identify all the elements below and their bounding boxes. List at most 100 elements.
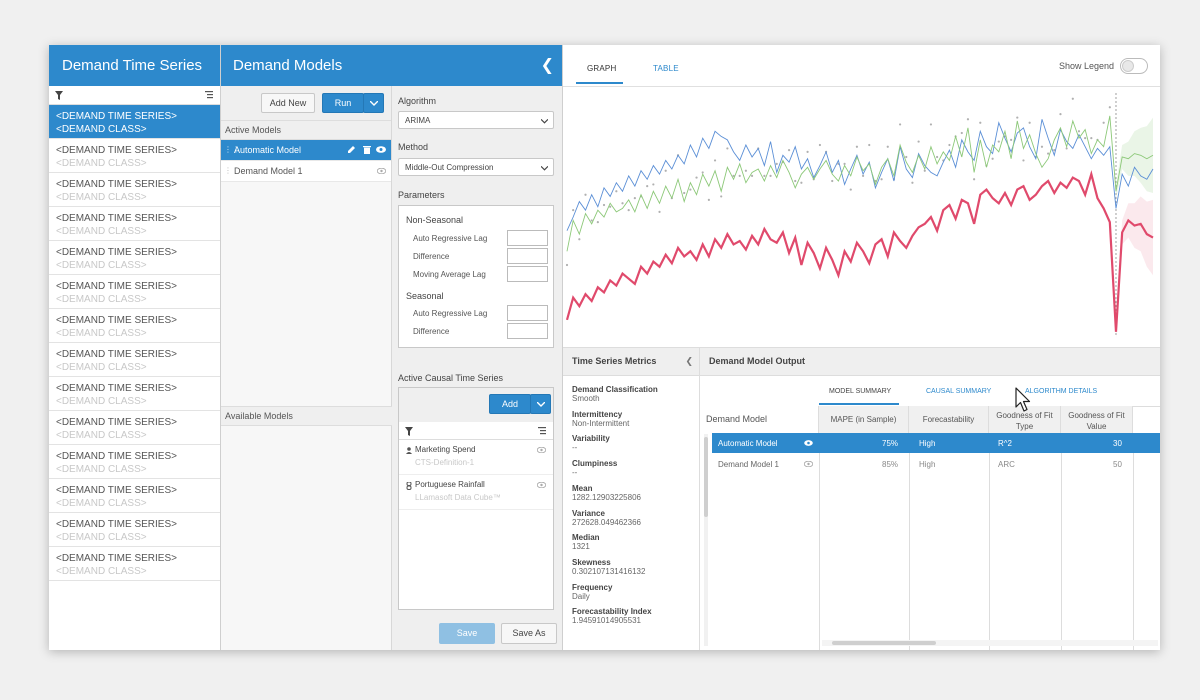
series-line-2: [566, 119, 1154, 231]
actual-point: [652, 183, 655, 186]
subtab-causal-summary[interactable]: CAUSAL SUMMARY: [926, 388, 992, 395]
add-new-button[interactable]: Add New: [261, 93, 315, 113]
subtab-algorithm-details[interactable]: ALGORITHM DETAILS: [1025, 388, 1098, 395]
save-as-button[interactable]: Save As: [501, 623, 557, 644]
non-seasonal-label: Non-Seasonal: [406, 215, 464, 225]
model-name: Demand Model 1: [234, 166, 303, 176]
metric-label: Demand Classification: [572, 385, 658, 394]
eye-icon[interactable]: [537, 482, 546, 488]
tab-table[interactable]: TABLE: [653, 64, 679, 73]
filter-icon[interactable]: [405, 427, 413, 436]
causal-item-source: CTS-Definition-1: [415, 458, 475, 467]
eye-icon[interactable]: [537, 447, 546, 453]
actual-point: [602, 203, 606, 207]
causal-item-rainfall[interactable]: Portuguese Rainfall LLamasoft Data Cube™: [399, 475, 553, 510]
drag-handle-icon[interactable]: ⋮⋮: [224, 145, 240, 154]
time-series-name: <DEMAND TIME SERIES>: [56, 315, 177, 326]
time-series-class: <DEMAND CLASS>: [56, 498, 147, 509]
actual-point: [1010, 138, 1013, 141]
param-seasonal-difference-input[interactable]: [507, 323, 548, 339]
actual-point: [689, 188, 692, 191]
time-series-list-item[interactable]: <DEMAND TIME SERIES> <DEMAND CLASS>: [49, 343, 220, 377]
metric-item: Median 1321: [572, 533, 600, 551]
output-subtabs: MODEL SUMMARY CAUSAL SUMMARY ALGORITHM D…: [700, 376, 1160, 407]
metric-label: Variability: [572, 434, 610, 444]
column-header-fit-value[interactable]: Goodness of Fit Value: [1061, 406, 1133, 433]
time-series-name: <DEMAND TIME SERIES>: [56, 417, 177, 428]
time-series-list-item[interactable]: <DEMAND TIME SERIES> <DEMAND CLASS>: [49, 547, 220, 581]
time-series-name: <DEMAND TIME SERIES>: [56, 519, 177, 530]
collapse-chevron-icon[interactable]: ❮: [685, 356, 693, 366]
time-series-list-item[interactable]: <DEMAND TIME SERIES> <DEMAND CLASS>: [49, 207, 220, 241]
chevron-down-icon: [541, 119, 548, 124]
time-series-list-item[interactable]: <DEMAND TIME SERIES> <DEMAND CLASS>: [49, 479, 220, 513]
param-seasonal-ar-lag-input[interactable]: [507, 305, 548, 321]
metric-label: Forecastability Index: [572, 607, 652, 617]
param-seasonal-difference-label: Difference: [413, 327, 450, 336]
filter-icon[interactable]: [55, 91, 63, 100]
metric-item: Mean 1282.12903225806: [572, 484, 641, 502]
time-series-list-item[interactable]: <DEMAND TIME SERIES> <DEMAND CLASS>: [49, 513, 220, 547]
eye-icon[interactable]: [376, 146, 386, 153]
list-icon[interactable]: [538, 427, 546, 435]
time-series-list-item[interactable]: <DEMAND TIME SERIES> <DEMAND CLASS>: [49, 241, 220, 275]
time-series-list-item[interactable]: <DEMAND TIME SERIES> <DEMAND CLASS>: [49, 173, 220, 207]
tab-graph[interactable]: GRAPH: [587, 64, 617, 73]
actual-point: [1077, 130, 1081, 133]
actual-point: [966, 118, 970, 121]
run-button[interactable]: Run: [322, 93, 364, 113]
eye-icon[interactable]: [804, 461, 813, 467]
actual-point: [806, 150, 809, 153]
time-series-list-item[interactable]: <DEMAND TIME SERIES> <DEMAND CLASS>: [49, 275, 220, 309]
time-series-list-item[interactable]: <DEMAND TIME SERIES> <DEMAND CLASS>: [49, 445, 220, 479]
time-series-class: <DEMAND CLASS>: [56, 192, 147, 203]
causal-add-dropdown[interactable]: [530, 394, 551, 414]
vertical-scrollbar[interactable]: [704, 434, 708, 646]
table-row[interactable]: [712, 433, 1160, 453]
param-ar-lag-input[interactable]: [507, 230, 548, 246]
causal-add-button[interactable]: Add: [489, 394, 531, 414]
causal-item-marketing[interactable]: Marketing Spend CTS-Definition-1: [399, 440, 553, 475]
time-series-name: <DEMAND TIME SERIES>: [56, 213, 177, 224]
column-header-model[interactable]: Demand Model: [700, 406, 819, 433]
time-series-list-item[interactable]: <DEMAND TIME SERIES> <DEMAND CLASS>: [49, 377, 220, 411]
column-divider: [819, 433, 820, 650]
metric-label: Clumpiness: [572, 459, 618, 469]
show-legend-toggle[interactable]: [1120, 58, 1148, 74]
column-header-mape[interactable]: MAPE (in Sample): [819, 406, 909, 433]
model-row-automatic[interactable]: ⋮⋮ Automatic Model: [221, 140, 391, 161]
metric-value: 272628.049462366: [572, 517, 641, 527]
list-icon[interactable]: [205, 91, 213, 99]
actual-point: [738, 174, 741, 177]
model-row-demand-model-1[interactable]: ⋮ Demand Model 1: [221, 161, 391, 182]
time-series-class: <DEMAND CLASS>: [56, 464, 147, 475]
collapse-chevron-icon[interactable]: ❮: [540, 57, 554, 74]
actual-point: [917, 140, 920, 143]
eye-icon[interactable]: [804, 440, 813, 446]
time-series-list-item[interactable]: <DEMAND TIME SERIES> <DEMAND CLASS>: [49, 105, 220, 139]
column-header-forecastability[interactable]: Forecastability: [909, 406, 989, 433]
horizontal-scrollbar[interactable]: [822, 640, 1158, 646]
subtab-model-summary[interactable]: MODEL SUMMARY: [829, 388, 892, 395]
demand-models-panel: Demand Models ❮ Add New Run Active Model…: [221, 45, 563, 650]
time-series-list-item[interactable]: <DEMAND TIME SERIES> <DEMAND CLASS>: [49, 411, 220, 445]
eye-icon[interactable]: [377, 168, 386, 174]
time-series-list-item[interactable]: <DEMAND TIME SERIES> <DEMAND CLASS>: [49, 309, 220, 343]
scrollbar-thumb[interactable]: [832, 641, 936, 645]
actual-point: [1084, 137, 1087, 140]
trash-icon[interactable]: [363, 145, 371, 154]
param-difference-input[interactable]: [507, 248, 548, 264]
method-select[interactable]: Middle-Out Compression: [398, 158, 554, 176]
algorithm-select[interactable]: ARIMA: [398, 111, 554, 129]
save-button[interactable]: Save: [439, 623, 495, 644]
active-models-label: Active Models: [221, 120, 391, 140]
pencil-icon[interactable]: [347, 145, 356, 154]
param-ma-lag-input[interactable]: [507, 266, 548, 282]
seasonal-label: Seasonal: [406, 291, 444, 301]
time-series-name: <DEMAND TIME SERIES>: [56, 553, 177, 564]
time-series-list-item[interactable]: <DEMAND TIME SERIES> <DEMAND CLASS>: [49, 139, 220, 173]
drag-handle-icon[interactable]: ⋮: [224, 166, 232, 175]
scrollbar-thumb[interactable]: [704, 437, 708, 517]
show-legend-label: Show Legend: [1058, 61, 1114, 71]
run-dropdown-button[interactable]: [363, 93, 384, 113]
